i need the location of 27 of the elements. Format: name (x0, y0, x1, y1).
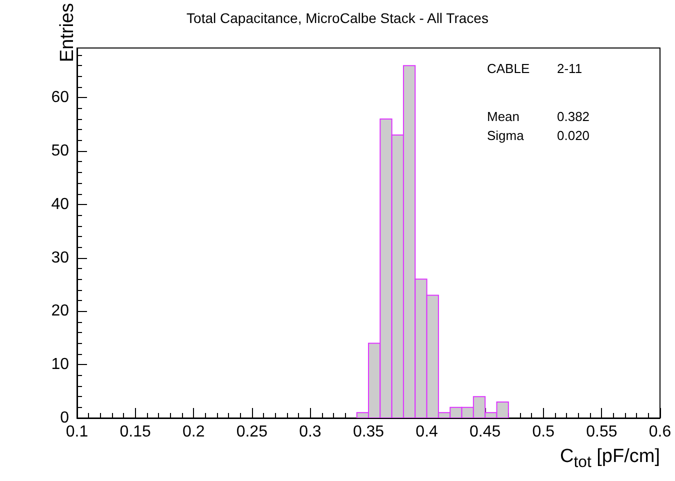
x-tick-label: 0.55 (586, 424, 618, 440)
y-axis-title: Entries (57, 3, 78, 62)
x-tick-label: 0.6 (648, 424, 672, 440)
y-tick-label: 30 (51, 249, 70, 266)
x-tick-label: 0.3 (299, 424, 322, 440)
x-axis-title: C$_{tot}$ [pF/cm] (560, 446, 660, 471)
x-tick-label: 0.2 (182, 424, 205, 440)
y-tick-label: 60 (51, 89, 70, 106)
x-tick-label: 0.35 (352, 424, 384, 440)
y-tick-label: 20 (51, 302, 70, 320)
y-tick-label: 0 (60, 410, 70, 426)
annotation: 0.020 (557, 128, 590, 143)
x-tick-label: 0.5 (532, 424, 555, 440)
annotation: 2-11 (557, 61, 582, 76)
annotation: CABLE (487, 61, 530, 76)
annotation: 0.382 (557, 109, 590, 124)
y-tick-label: 10 (51, 356, 70, 374)
x-tick-label: 0.15 (120, 424, 151, 440)
x-tick-label: 0.1 (66, 424, 88, 440)
y-tick-label: 40 (51, 196, 70, 213)
x-tick-label: 0.45 (470, 424, 501, 440)
chart-title: Total Capacitance, MicroCalbe Stack - All Traces (186, 10, 488, 26)
annotation: Sigma (487, 128, 525, 143)
annotation: Mean (487, 109, 520, 124)
y-tick-label: 50 (51, 142, 70, 160)
x-tick-label: 0.4 (416, 424, 438, 440)
x-tick-label: 0.25 (236, 424, 268, 440)
